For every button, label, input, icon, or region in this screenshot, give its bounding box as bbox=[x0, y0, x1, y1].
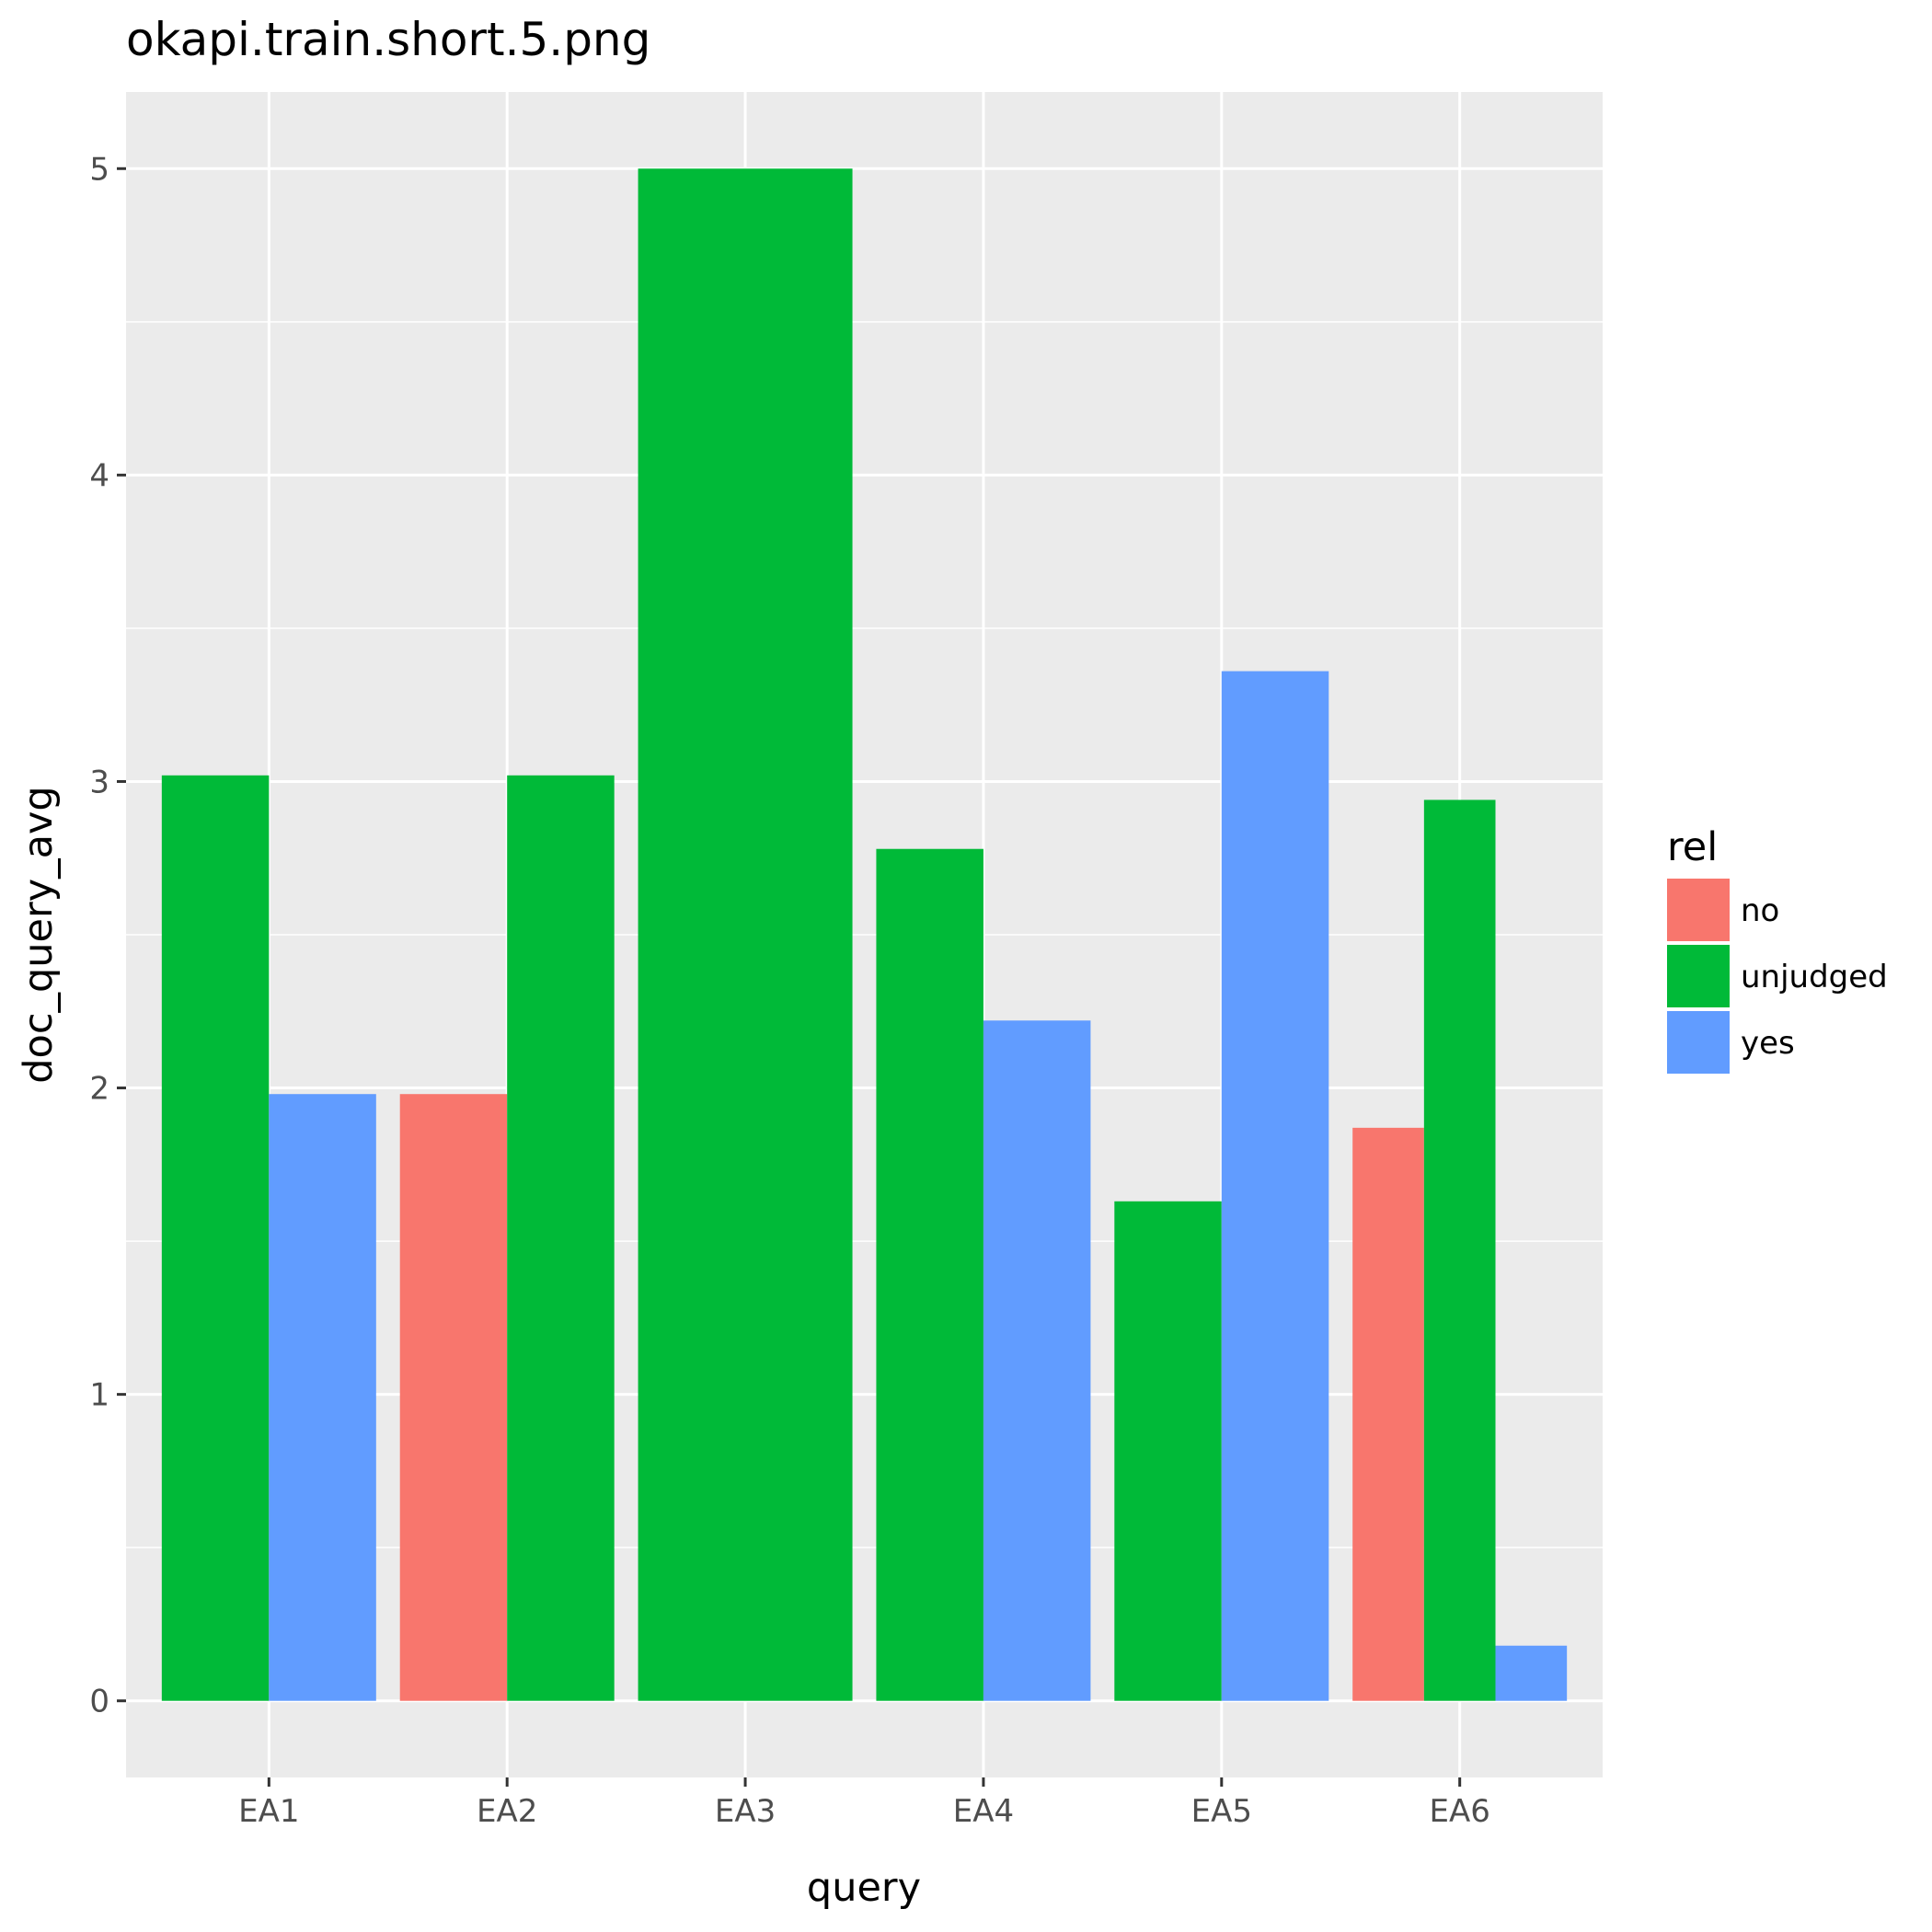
y-tick-label: 1 bbox=[89, 1377, 109, 1414]
legend-key-yes bbox=[1667, 1011, 1730, 1074]
bars bbox=[161, 168, 1568, 1701]
legend-key-unjudged bbox=[1667, 945, 1730, 1007]
legend-title: rel bbox=[1667, 824, 1718, 870]
x-tick-label: EA4 bbox=[953, 1793, 1014, 1830]
x-tick-label: EA6 bbox=[1429, 1793, 1489, 1830]
legend-label-yes: yes bbox=[1741, 1025, 1795, 1062]
bar-ea3-unjudged bbox=[638, 168, 853, 1701]
x-tick-label: EA5 bbox=[1191, 1793, 1252, 1830]
y-tick-label: 4 bbox=[89, 457, 109, 494]
x-tick-label: EA2 bbox=[477, 1793, 537, 1830]
bar-ea6-no bbox=[1352, 1127, 1424, 1701]
bar-ea6-yes bbox=[1495, 1645, 1568, 1701]
y-tick-label: 2 bbox=[89, 1071, 109, 1108]
legend: rel no unjudged yes bbox=[1667, 824, 1888, 1074]
x-tick-label: EA3 bbox=[715, 1793, 776, 1830]
y-axis-title: doc_query_avg bbox=[16, 786, 62, 1083]
bar-ea1-yes bbox=[269, 1094, 376, 1701]
bar-ea2-unjudged bbox=[507, 775, 615, 1701]
legend-key-no bbox=[1667, 879, 1730, 941]
bar-ea4-yes bbox=[983, 1020, 1091, 1701]
bar-ea6-unjudged bbox=[1423, 799, 1496, 1701]
y-tick-label: 5 bbox=[89, 151, 109, 188]
bar-ea1-unjudged bbox=[161, 775, 270, 1701]
bar-ea5-unjudged bbox=[1114, 1201, 1222, 1701]
x-axis: EA1 EA2 EA3 EA4 EA5 EA6 bbox=[238, 1777, 1490, 1830]
legend-label-no: no bbox=[1741, 892, 1779, 929]
y-axis: 0 1 2 3 4 5 bbox=[89, 151, 126, 1720]
bar-ea4-unjudged bbox=[876, 848, 983, 1701]
legend-label-unjudged: unjudged bbox=[1741, 959, 1888, 995]
bar-ea2-no bbox=[399, 1094, 508, 1701]
x-axis-title: query bbox=[807, 1865, 921, 1911]
y-tick-label: 0 bbox=[89, 1684, 109, 1720]
x-tick-label: EA1 bbox=[238, 1793, 299, 1830]
bar-ea5-yes bbox=[1221, 671, 1329, 1701]
chart-title: okapi.train.short.5.png bbox=[126, 13, 650, 66]
y-tick-label: 3 bbox=[89, 764, 109, 800]
